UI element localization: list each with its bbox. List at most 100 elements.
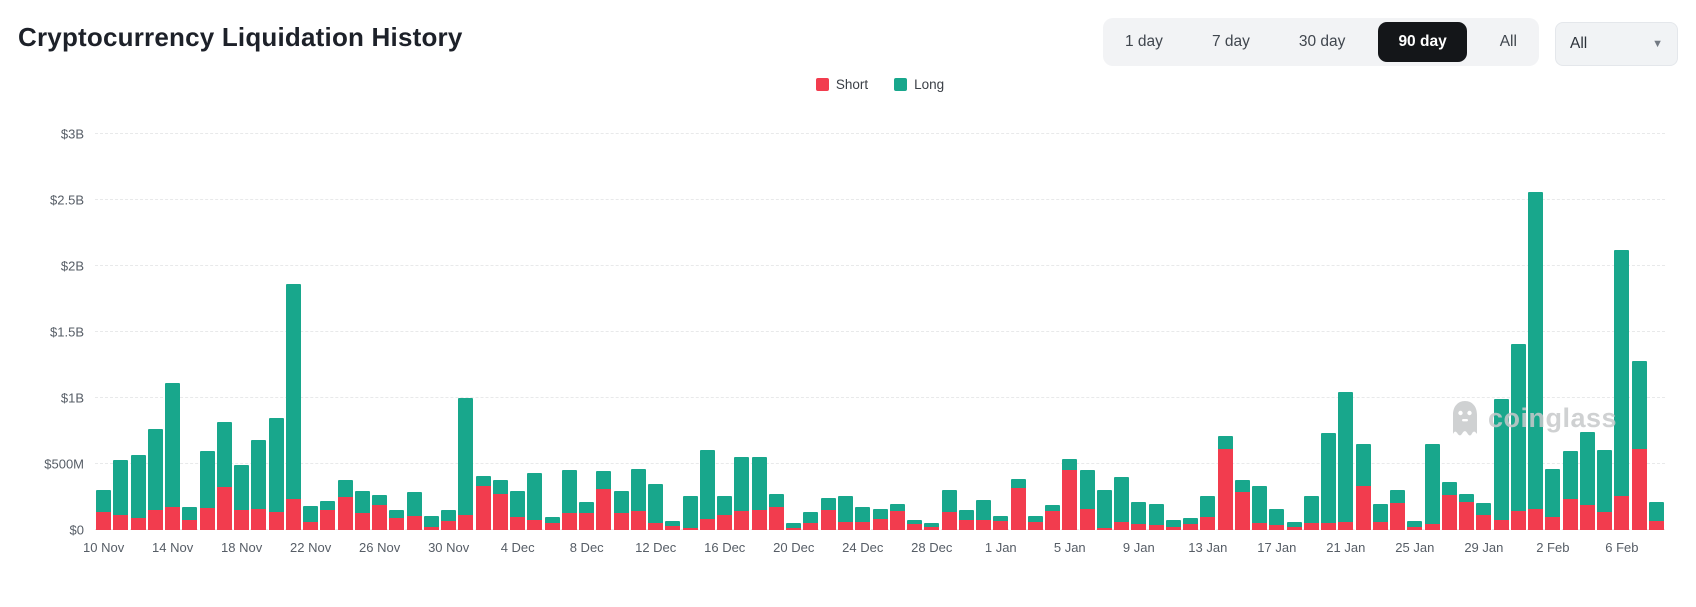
range-button-7-day[interactable]: 7 day — [1211, 33, 1250, 50]
bar-28-dec[interactable] — [924, 522, 940, 530]
bar-12-dec[interactable] — [648, 483, 664, 530]
bar-18-nov[interactable] — [234, 465, 250, 530]
bar-26-jan[interactable] — [1424, 443, 1440, 530]
bar-19-jan[interactable] — [1303, 495, 1319, 530]
bar-2-feb[interactable] — [1545, 469, 1561, 530]
bar-4-jan[interactable] — [1045, 505, 1061, 530]
bar-5-dec[interactable] — [527, 473, 543, 530]
bar-23-dec[interactable] — [837, 496, 853, 530]
range-button-1-day[interactable]: 1 day — [1125, 33, 1163, 50]
bar-29-nov[interactable] — [423, 515, 439, 530]
bar-16-jan[interactable] — [1252, 485, 1268, 530]
bar-14-jan[interactable] — [1217, 435, 1233, 530]
bar-18-jan[interactable] — [1286, 522, 1302, 530]
bar-10-nov[interactable] — [96, 490, 112, 530]
bar-25-jan[interactable] — [1407, 521, 1423, 530]
bar-9-dec[interactable] — [596, 471, 612, 530]
bar-30-jan[interactable] — [1493, 399, 1509, 530]
bar-16-dec[interactable] — [717, 495, 733, 530]
bar-19-nov[interactable] — [251, 440, 267, 530]
bar-27-nov[interactable] — [389, 510, 405, 530]
bar-22-nov[interactable] — [303, 506, 319, 530]
bar-1-jan[interactable] — [993, 515, 1009, 530]
bar-31-dec[interactable] — [976, 500, 992, 530]
bar-21-nov[interactable] — [285, 284, 301, 530]
bar-1-dec[interactable] — [458, 398, 474, 530]
range-button-90-day[interactable]: 90 day — [1378, 22, 1467, 62]
bar-3-jan[interactable] — [1027, 515, 1043, 530]
short-segment — [1079, 508, 1095, 530]
bar-2-jan[interactable] — [1010, 478, 1026, 530]
bar-4-dec[interactable] — [510, 491, 526, 530]
bar-21-dec[interactable] — [803, 512, 819, 530]
bar-7-feb[interactable] — [1631, 360, 1647, 530]
bar-20-nov[interactable] — [268, 417, 284, 530]
legend-item-long[interactable]: Long — [894, 77, 944, 92]
bar-26-dec[interactable] — [889, 504, 905, 530]
bar-3-feb[interactable] — [1562, 451, 1578, 530]
bar-24-nov[interactable] — [337, 479, 353, 530]
bar-6-jan[interactable] — [1079, 470, 1095, 530]
bar-22-dec[interactable] — [820, 497, 836, 530]
bar-7-dec[interactable] — [561, 470, 577, 530]
bar-15-dec[interactable] — [699, 450, 715, 530]
bar-5-jan[interactable] — [1062, 459, 1078, 530]
bar-17-nov[interactable] — [216, 421, 232, 530]
bar-31-jan[interactable] — [1510, 344, 1526, 530]
bar-20-dec[interactable] — [786, 523, 802, 530]
bar-2-dec[interactable] — [475, 476, 491, 530]
legend-item-short[interactable]: Short — [815, 77, 868, 92]
bar-15-jan[interactable] — [1234, 480, 1250, 530]
bar-17-dec[interactable] — [734, 457, 750, 530]
bar-10-jan[interactable] — [1148, 504, 1164, 530]
bar-7-jan[interactable] — [1096, 490, 1112, 530]
bar-18-dec[interactable] — [751, 457, 767, 530]
bar-22-jan[interactable] — [1355, 443, 1371, 530]
bar-15-nov[interactable] — [182, 507, 198, 530]
bar-16-nov[interactable] — [199, 451, 215, 530]
bar-11-nov[interactable] — [113, 460, 129, 530]
bar-27-jan[interactable] — [1441, 482, 1457, 530]
bar-8-dec[interactable] — [579, 502, 595, 530]
bar-12-nov[interactable] — [130, 455, 146, 530]
symbol-dropdown[interactable]: All ▼ — [1555, 22, 1678, 66]
bar-9-jan[interactable] — [1131, 502, 1147, 530]
bar-13-dec[interactable] — [665, 521, 681, 530]
bar-13-nov[interactable] — [147, 429, 163, 530]
bar-30-nov[interactable] — [441, 510, 457, 530]
bar-29-jan[interactable] — [1476, 502, 1492, 530]
bar-13-jan[interactable] — [1200, 495, 1216, 530]
bar-24-jan[interactable] — [1390, 490, 1406, 530]
bar-14-nov[interactable] — [165, 382, 181, 530]
bar-20-jan[interactable] — [1321, 433, 1337, 530]
bar-29-dec[interactable] — [941, 490, 957, 530]
range-button-30-day[interactable]: 30 day — [1298, 33, 1346, 50]
bar-19-dec[interactable] — [768, 493, 784, 530]
bar-28-jan[interactable] — [1459, 493, 1475, 530]
bar-3-dec[interactable] — [492, 479, 508, 530]
bar-24-dec[interactable] — [855, 506, 871, 530]
bar-8-feb[interactable] — [1648, 502, 1664, 530]
bar-6-feb[interactable] — [1614, 250, 1630, 530]
bar-14-dec[interactable] — [682, 495, 698, 530]
range-button-all[interactable]: All — [1499, 33, 1517, 50]
bar-25-dec[interactable] — [872, 508, 888, 530]
bar-5-feb[interactable] — [1597, 450, 1613, 530]
bar-26-nov[interactable] — [372, 494, 388, 530]
bar-11-jan[interactable] — [1165, 520, 1181, 530]
bar-12-jan[interactable] — [1183, 517, 1199, 530]
bar-11-dec[interactable] — [630, 469, 646, 530]
bar-10-dec[interactable] — [613, 491, 629, 530]
bar-1-feb[interactable] — [1528, 191, 1544, 530]
bar-27-dec[interactable] — [907, 520, 922, 530]
bar-21-jan[interactable] — [1338, 391, 1354, 530]
bar-4-feb[interactable] — [1579, 431, 1595, 530]
bar-30-dec[interactable] — [958, 510, 974, 530]
bar-28-nov[interactable] — [406, 492, 422, 530]
bar-6-dec[interactable] — [544, 516, 560, 530]
bar-8-jan[interactable] — [1114, 476, 1130, 530]
bar-23-jan[interactable] — [1372, 504, 1388, 530]
bar-23-nov[interactable] — [320, 501, 336, 530]
bar-17-jan[interactable] — [1269, 508, 1285, 530]
bar-25-nov[interactable] — [354, 491, 370, 530]
